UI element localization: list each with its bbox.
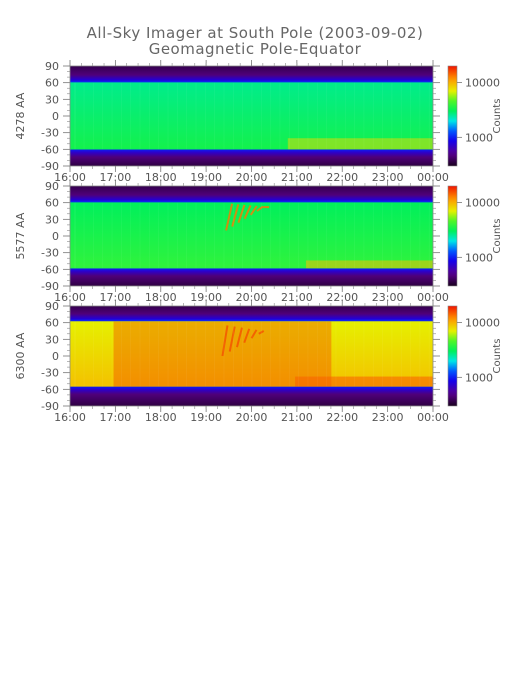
- auroral-arc: [250, 329, 258, 339]
- keogram-field: [70, 186, 433, 286]
- y-tick-label: 30: [45, 213, 59, 226]
- y-tick-label: -90: [41, 400, 59, 413]
- chart-subtitle: Geomagnetic Pole-Equator: [148, 40, 362, 58]
- y-tick-label: -60: [41, 263, 59, 276]
- panel-wavelength-label: 4278 AA: [14, 92, 27, 139]
- x-tick-label: 00:00: [417, 171, 449, 184]
- lower-edge-enhancement: [305, 260, 433, 269]
- x-tick-label: 22:00: [326, 411, 358, 424]
- y-tick-label: 90: [45, 180, 59, 193]
- y-tick-label: 90: [45, 300, 59, 313]
- x-tick-label: 17:00: [100, 411, 132, 424]
- lower-edge-emission: [295, 376, 433, 387]
- y-tick-label: -60: [41, 143, 59, 156]
- colorbar: [447, 305, 458, 407]
- x-tick-label: 21:00: [281, 171, 313, 184]
- auroral-arc: [237, 204, 246, 223]
- colorbar-tick-label: 10000: [465, 197, 500, 210]
- x-tick-label: 20:00: [236, 411, 268, 424]
- x-tick-label: 16:00: [54, 291, 86, 304]
- keogram-field: [70, 306, 433, 406]
- auroral-arc: [231, 204, 240, 227]
- panel-wavelength-label: 5577 AA: [14, 212, 27, 259]
- y-tick-label: -30: [41, 367, 59, 380]
- panel-wavelength-label: 6300 AA: [14, 332, 27, 379]
- x-tick-label: 00:00: [417, 411, 449, 424]
- y-tick-label: 0: [52, 350, 59, 363]
- x-tick-label: 16:00: [54, 411, 86, 424]
- x-tick-label: 00:00: [417, 291, 449, 304]
- colorbar-tick-label: 1000: [465, 371, 493, 384]
- y-tick-label: 30: [45, 333, 59, 346]
- x-tick-label: 23:00: [372, 171, 404, 184]
- y-tick-label: 0: [52, 110, 59, 123]
- x-tick-label: 19:00: [190, 291, 222, 304]
- colorbar-tick-label: 10000: [465, 317, 500, 330]
- x-tick-label: 20:00: [236, 171, 268, 184]
- colorbar: [447, 185, 458, 287]
- colorbar-label: Counts: [492, 219, 503, 254]
- x-tick-label: 18:00: [145, 171, 177, 184]
- x-tick-label: 17:00: [100, 171, 132, 184]
- auroral-arc: [243, 205, 252, 220]
- auroral-arc: [243, 328, 251, 344]
- y-tick-label: -90: [41, 280, 59, 293]
- x-tick-label: 21:00: [281, 411, 313, 424]
- auroral-arc: [228, 326, 236, 352]
- x-tick-label: 16:00: [54, 171, 86, 184]
- colorbar: [447, 65, 458, 167]
- x-tick-label: 19:00: [190, 171, 222, 184]
- x-tick-label: 17:00: [100, 291, 132, 304]
- lower-edge-glow: [287, 138, 433, 150]
- x-tick-label: 20:00: [236, 291, 268, 304]
- x-tick-label: 18:00: [145, 411, 177, 424]
- colorbar-tick-label: 10000: [465, 77, 500, 90]
- colorbar-tick-label: 1000: [465, 251, 493, 264]
- x-tick-label: 19:00: [190, 411, 222, 424]
- x-tick-label: 23:00: [372, 291, 404, 304]
- x-tick-label: 21:00: [281, 291, 313, 304]
- colorbar-label: Counts: [492, 339, 503, 374]
- colorbar-label: Counts: [492, 99, 503, 134]
- y-tick-label: -30: [41, 127, 59, 140]
- x-tick-label: 23:00: [372, 411, 404, 424]
- auroral-arc: [236, 327, 243, 348]
- auroral-arc: [258, 330, 265, 335]
- y-tick-label: -90: [41, 160, 59, 173]
- y-tick-label: -60: [41, 383, 59, 396]
- y-tick-label: 60: [45, 77, 59, 90]
- auroral-arc: [225, 203, 234, 231]
- y-tick-label: -30: [41, 247, 59, 260]
- chart-title: All-Sky Imager at South Pole (2003-09-02…: [86, 24, 424, 42]
- y-tick-label: 30: [45, 93, 59, 106]
- keogram-field: [70, 66, 433, 166]
- y-tick-label: 0: [52, 230, 59, 243]
- y-tick-label: 90: [45, 60, 59, 73]
- x-tick-label: 22:00: [326, 291, 358, 304]
- y-tick-label: 60: [45, 317, 59, 330]
- colorbar-tick-label: 1000: [465, 131, 493, 144]
- auroral-arc: [249, 205, 258, 216]
- auroral-arc: [221, 325, 229, 357]
- x-tick-label: 22:00: [326, 171, 358, 184]
- x-tick-label: 18:00: [145, 291, 177, 304]
- auroral-arc: [256, 205, 264, 212]
- y-tick-label: 60: [45, 197, 59, 210]
